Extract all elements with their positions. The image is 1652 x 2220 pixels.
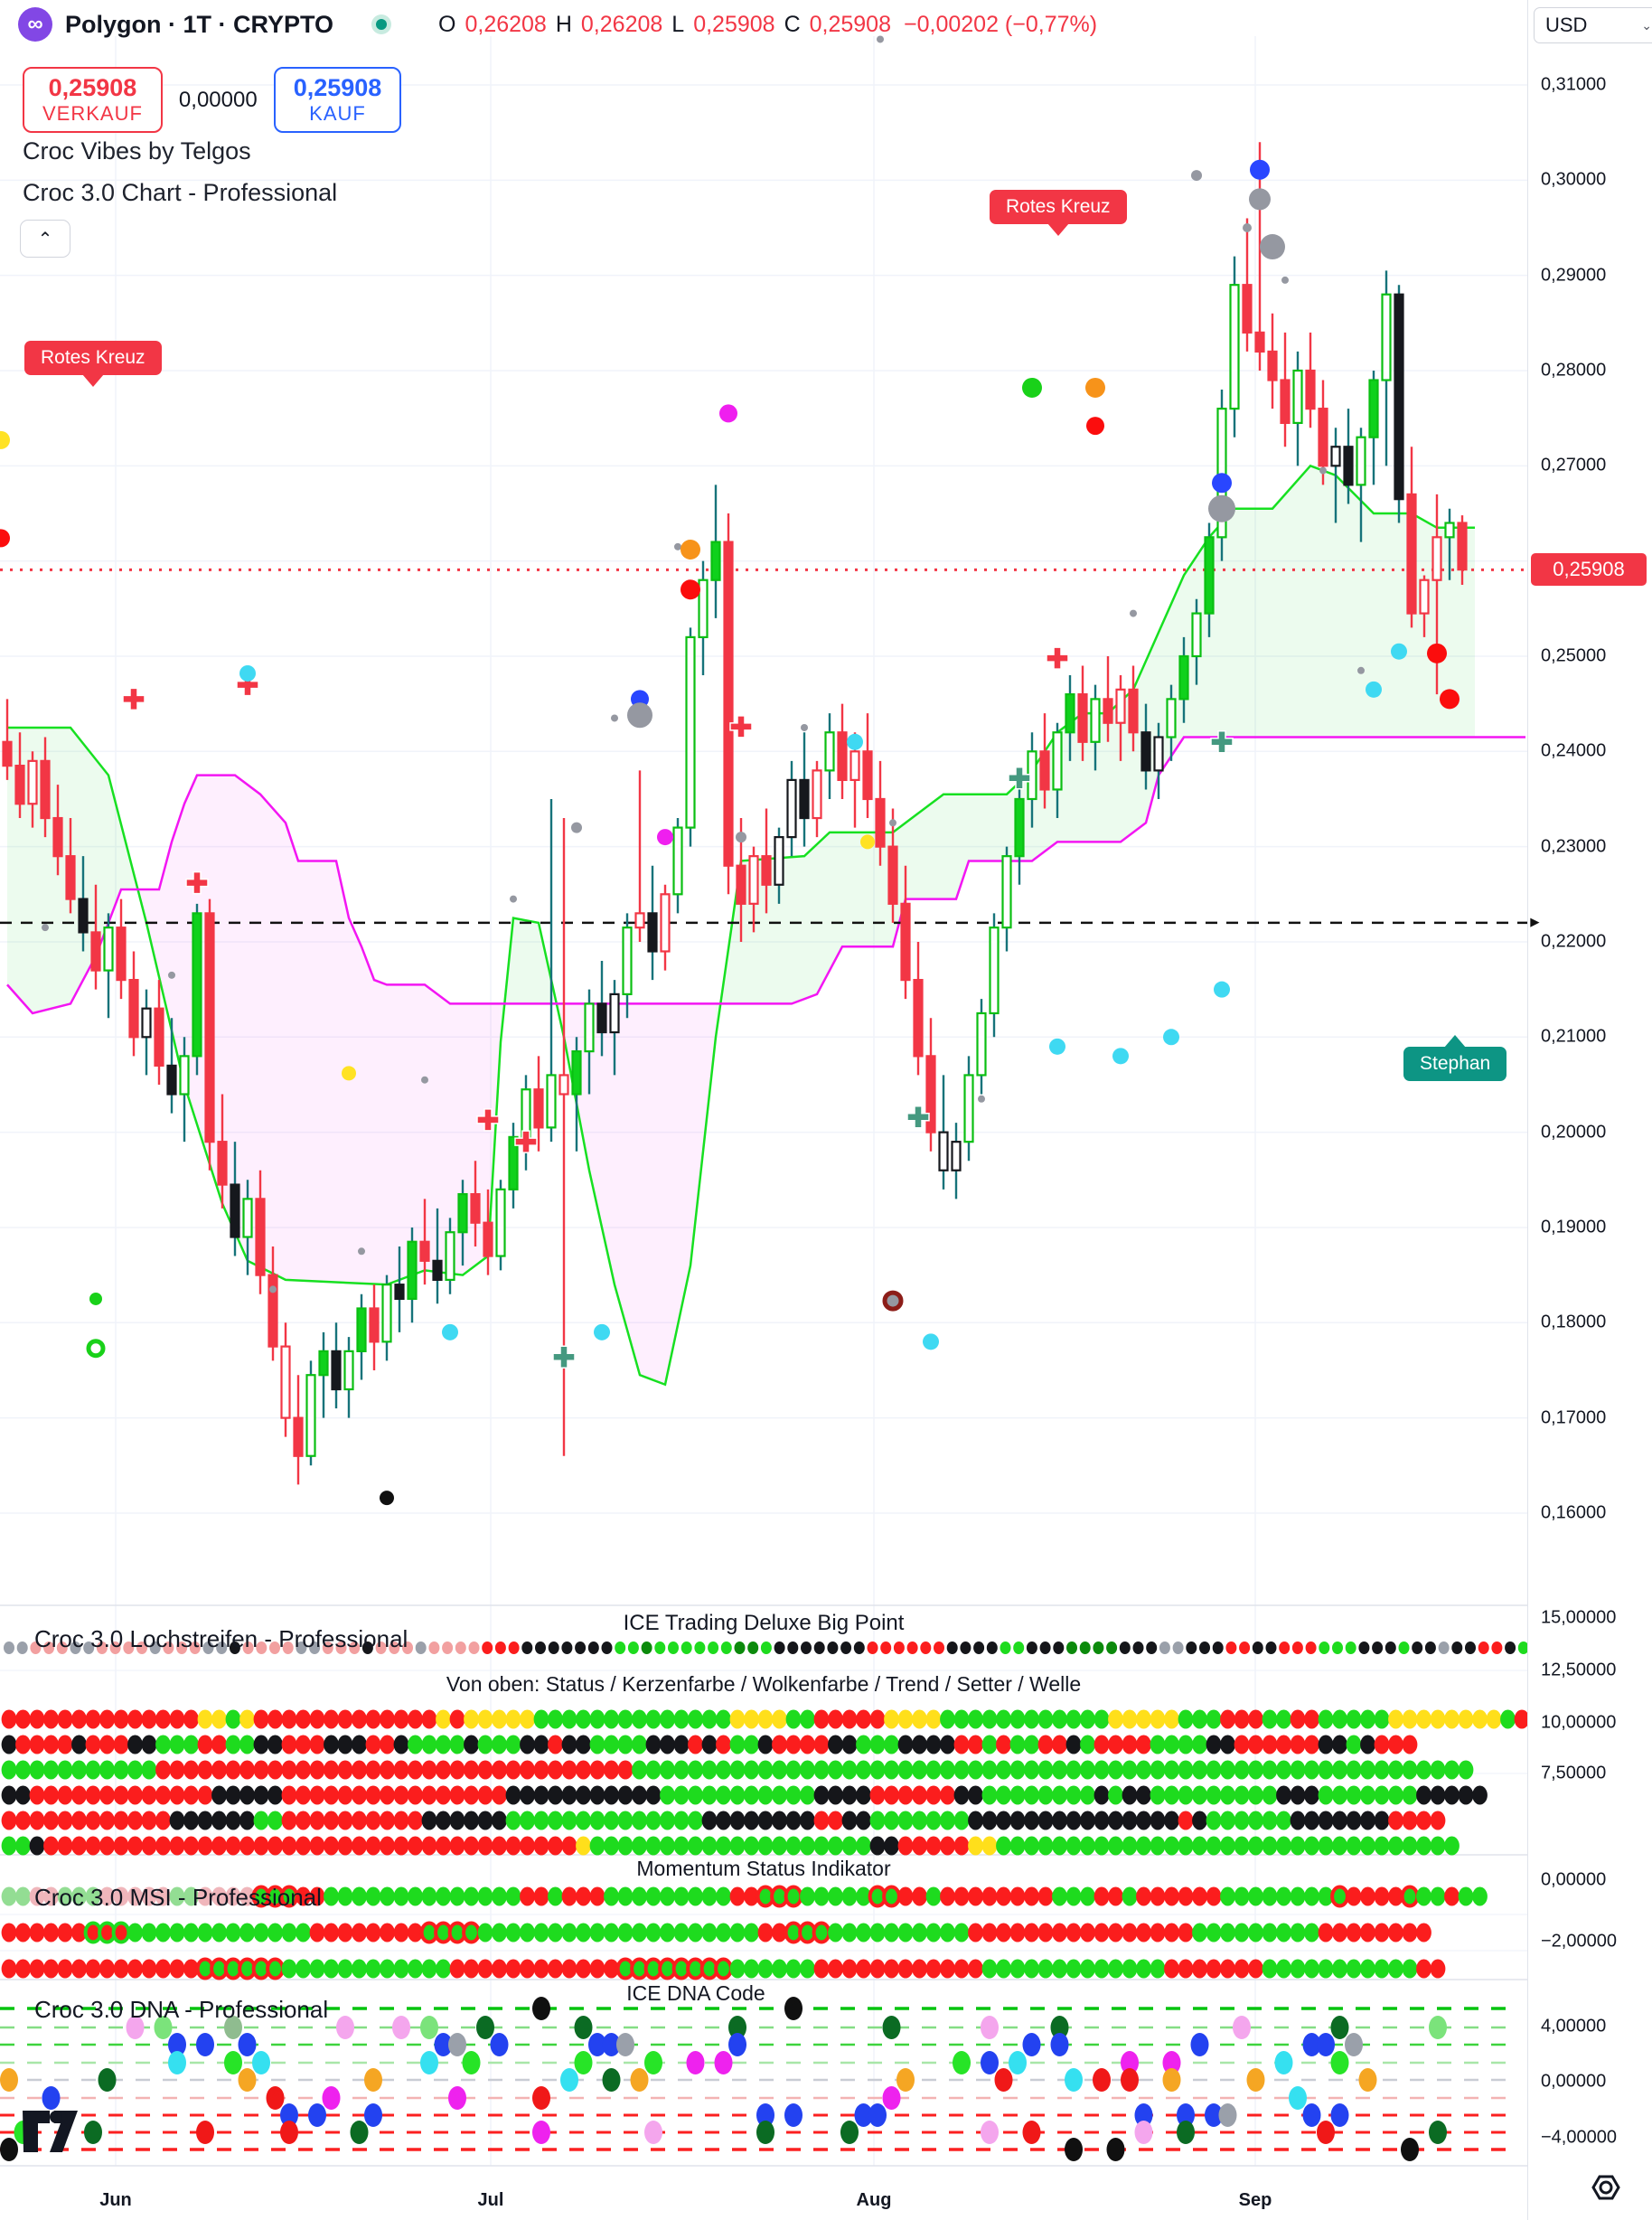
month-label-sep: Sep — [1238, 2190, 1272, 2210]
panel-tick-label: 0,00000 — [1541, 2071, 1607, 2092]
indicator-panels-layer — [1, 1641, 1527, 1980]
msi-left-label[interactable]: Croc 3.0 MSI - Professional — [34, 1884, 322, 1911]
ohlc-readout: O 0,26208 H 0,26208 L 0,25908 C 0,25908 −0,0… — [438, 12, 1097, 38]
buy-label: KAUF — [309, 102, 366, 125]
price-tick-label: 0,23000 — [1541, 836, 1607, 857]
bigpoint-title: ICE Trading Deluxe Big Point — [623, 1611, 905, 1635]
signal-markers-layer — [0, 35, 1460, 1506]
dna-left-label[interactable]: Croc 3.0 DNA - Professional — [34, 1996, 329, 2023]
price-tick-label: 0,30000 — [1541, 169, 1607, 190]
level-lines-layer — [0, 568, 1527, 925]
price-tick-label: 0,25000 — [1541, 645, 1607, 666]
sell-label: VERKAUF — [42, 102, 143, 125]
price-tick-label: 0,16000 — [1541, 1502, 1607, 1523]
currency-dropdown[interactable]: USD ⌄ — [1534, 7, 1652, 43]
price-tick-label: 0,21000 — [1541, 1026, 1607, 1047]
price-tick-label: 0,31000 — [1541, 74, 1607, 95]
trade-panel: 0,25908 VERKAUF 0,00000 0,25908 KAUF — [23, 67, 402, 133]
price-tick-label: 0,28000 — [1541, 360, 1607, 381]
level-arrow-icon: ► — [1527, 913, 1543, 931]
low-label: L — [671, 11, 685, 37]
price-axis[interactable]: USD ⌄ 0,31000 0,30000 0,29000 0,28000 0,27000… — [1527, 0, 1652, 2220]
price-tick-label: 0,19000 — [1541, 1217, 1607, 1237]
buy-price: 0,25908 — [293, 74, 382, 101]
change-value: −0,00202 (−0,77%) — [904, 11, 1098, 37]
month-label-jul: Jul — [477, 2190, 504, 2210]
last-price-tag: 0,25908 — [1531, 553, 1647, 586]
stephan-label[interactable]: Stephan — [1403, 1035, 1507, 1081]
month-label-jun: Jun — [99, 2190, 132, 2210]
panel-tick-label: 4,00000 — [1541, 2016, 1607, 2037]
market-status-icon — [371, 14, 392, 34]
high-label: H — [555, 11, 572, 37]
grid-layer — [0, 36, 1527, 2167]
chart-canvas[interactable] — [0, 0, 1527, 2220]
buy-button[interactable]: 0,25908 KAUF — [273, 67, 402, 133]
low-value: 0,25908 — [693, 11, 775, 37]
panel-tick-label: 15,00000 — [1541, 1607, 1617, 1628]
price-tick-label: 0,18000 — [1541, 1312, 1607, 1332]
indicator-label-croc-vibes[interactable]: Croc Vibes by Telgos — [23, 137, 251, 165]
spread-value: 0,00000 — [178, 87, 258, 112]
sell-price: 0,25908 — [48, 74, 137, 101]
open-value: 0,26208 — [465, 11, 547, 37]
dna-panel-layer — [0, 1997, 1507, 2161]
tradingview-logo-icon — [23, 2111, 78, 2152]
polygon-logo-icon: ∞ — [18, 7, 52, 42]
cloud-magenta-line — [6, 736, 1525, 1015]
bigpoint-left-label[interactable]: Croc 3.0 Lochstreifen - Professional — [34, 1625, 408, 1652]
indicator-label-croc-chart[interactable]: Croc 3.0 Chart - Professional — [23, 179, 338, 206]
panel-tick-label: 7,50000 — [1541, 1763, 1607, 1783]
close-value: 0,25908 — [809, 11, 891, 37]
panel-tick-label: −4,00000 — [1541, 2127, 1617, 2148]
panel-tick-label: −2,00000 — [1541, 1931, 1617, 1952]
msi-title: Momentum Status Indikator — [636, 1857, 891, 1880]
price-tick-label: 0,29000 — [1541, 265, 1607, 286]
panel-tick-label: 10,00000 — [1541, 1712, 1617, 1733]
rotes-kreuz-label-left[interactable]: Rotes Kreuz — [24, 341, 162, 387]
dna-title: ICE DNA Code — [626, 1981, 765, 2005]
open-label: O — [438, 11, 456, 37]
price-tick-label: 0,20000 — [1541, 1122, 1607, 1143]
rotes-kreuz-label-top[interactable]: Rotes Kreuz — [990, 190, 1127, 236]
bigpoint-subtitle: Von oben: Status / Kerzenfarbe / Wolkenf… — [446, 1672, 1082, 1696]
symbol-title[interactable]: Polygon · 1T · CRYPTO — [65, 10, 334, 38]
price-tick-label: 0,27000 — [1541, 455, 1607, 475]
symbol-header: ∞ Polygon · 1T · CRYPTO O 0,26208 H 0,2620… — [18, 7, 1097, 42]
panel-tick-label: 0,00000 — [1541, 1869, 1607, 1890]
price-tick-label: 0,17000 — [1541, 1407, 1607, 1428]
chevron-down-icon: ⌄ — [1641, 17, 1652, 33]
high-value: 0,26208 — [580, 11, 663, 37]
month-label-aug: Aug — [856, 2190, 892, 2210]
sell-button[interactable]: 0,25908 VERKAUF — [23, 67, 163, 133]
settings-gear-icon[interactable] — [1586, 2168, 1626, 2207]
close-label: C — [784, 11, 801, 37]
price-tick-label: 0,24000 — [1541, 740, 1607, 761]
price-tick-label: 0,22000 — [1541, 931, 1607, 952]
collapse-indicators-button[interactable]: ⌃ — [20, 220, 70, 258]
panel-tick-label: 12,50000 — [1541, 1660, 1617, 1680]
